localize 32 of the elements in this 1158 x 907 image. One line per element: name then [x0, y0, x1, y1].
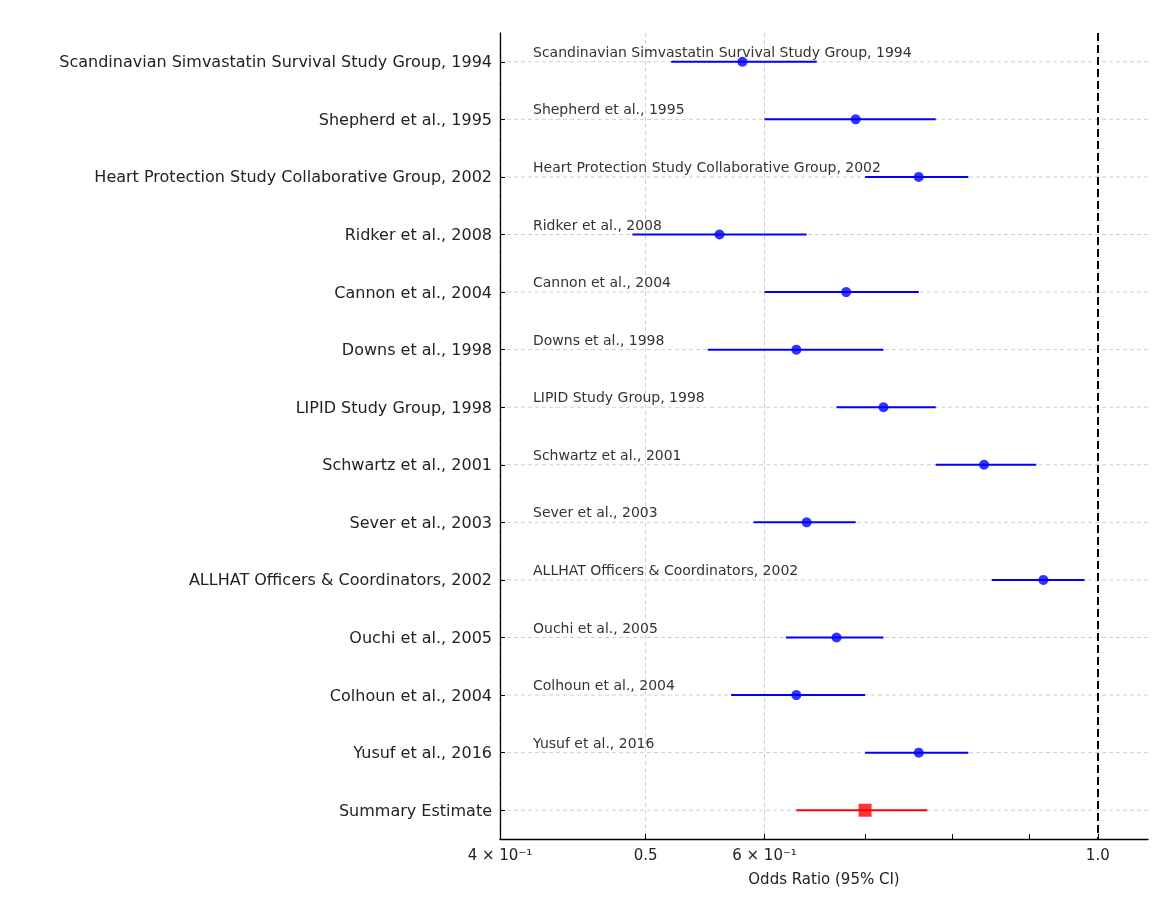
x-tick-label: 6 × 10⁻¹	[732, 845, 797, 864]
annotation: LIPID Study Group, 1998	[533, 389, 705, 406]
y-tick-label: Summary Estimate	[338, 800, 492, 820]
y-tick-label: Cannon et al., 2004	[334, 282, 492, 302]
y-tick-label: ALLHAT Officers & Coordinators, 2002	[188, 570, 492, 590]
y-tick-label: Downs et al., 1998	[341, 340, 492, 360]
y-tick-label: Heart Protection Study Collaborative Group, 2002	[94, 167, 492, 187]
y-tick-label: LIPID Study Group, 1998	[295, 397, 492, 417]
y-tick-label: Colhoun et al., 2004	[329, 685, 492, 705]
x-tick-label: 1.0	[1085, 845, 1110, 864]
y-tick-label: Ouchi et al., 2005	[349, 628, 492, 647]
y-tick-label: Shepherd et al., 1995	[318, 109, 492, 129]
y-tick-label: Schwartz et al., 2001	[322, 455, 492, 475]
annotation: Sever et al., 2003	[533, 504, 658, 521]
x-tick-label: 4 × 10⁻¹	[467, 845, 533, 864]
annotation: Yusuf et al., 2016	[532, 734, 655, 751]
x-tick-label: 0.5	[633, 845, 658, 864]
annotation: Ouchi et al., 2005	[533, 619, 658, 636]
y-tick-label: Scandinavian Simvastatin Survival Study Group, 1994	[59, 52, 492, 72]
x-axis-title: Odds Ratio (95% CI)	[748, 869, 900, 888]
annotation: Cannon et al., 2004	[533, 274, 672, 291]
annotation: Colhoun et al., 2004	[533, 677, 675, 694]
y-tick-label: Ridker et al., 2008	[344, 225, 492, 244]
annotation: ALLHAT Officers & Coordinators, 2002	[533, 561, 799, 578]
annotation: Heart Protection Study Collaborative Group, 2002	[533, 158, 881, 175]
y-tick-label: Yusuf et al., 2016	[352, 743, 492, 763]
annotation: Downs et al., 1998	[533, 331, 665, 348]
annotation: Schwartz et al., 2001	[533, 446, 682, 463]
annotation: Ridker et al., 2008	[533, 216, 662, 233]
y-tick-label: Sever et al., 2003	[349, 512, 492, 532]
annotation: Shepherd et al., 1995	[533, 101, 685, 118]
annotation: Scandinavian Simvastatin Survival Study Group, 1994	[533, 43, 912, 60]
